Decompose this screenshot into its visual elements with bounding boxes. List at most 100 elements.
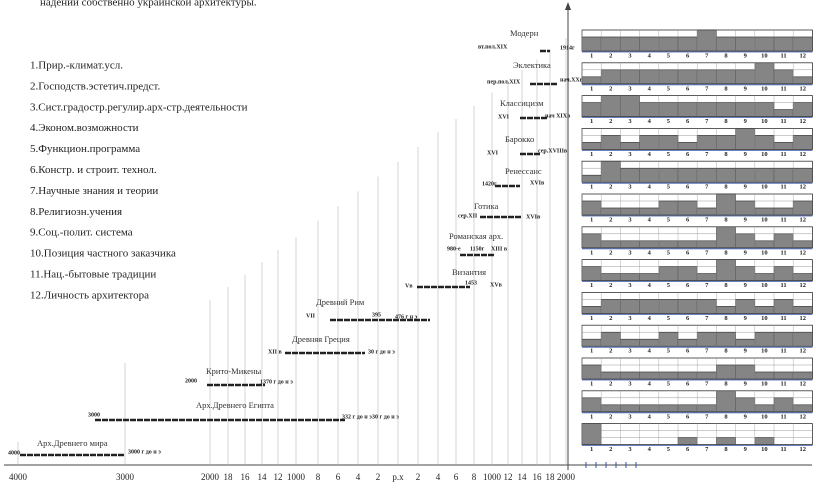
period-date: 3000 <box>88 412 100 418</box>
column-number: 4 <box>648 249 652 256</box>
column-number: 4 <box>648 315 652 322</box>
column-number: 5 <box>667 380 671 387</box>
axis-tick-label: 1000 <box>287 472 306 482</box>
profile-level <box>600 160 621 183</box>
profile-level <box>581 266 602 281</box>
profile-level <box>620 371 640 380</box>
profile-level <box>600 95 621 117</box>
column-number: 1 <box>590 52 593 59</box>
column-number: 12 <box>800 184 807 191</box>
axis-tick-label: 8 <box>316 472 321 482</box>
profile-level <box>735 266 756 281</box>
column-number: 7 <box>705 216 709 223</box>
header-text: надении собственно украинской архитектур… <box>40 0 257 9</box>
column-number: 6 <box>686 216 690 223</box>
profile-level <box>792 306 813 314</box>
period-name: Арх.Древнего Египта <box>196 400 274 410</box>
profile-level <box>792 200 813 216</box>
profile-level <box>792 36 813 52</box>
axis-tick-label: 2000 <box>201 472 220 482</box>
profile-level <box>600 240 621 249</box>
profile-level <box>735 397 756 413</box>
profile-level <box>600 135 621 150</box>
axis-tick-label: 2 <box>416 472 421 482</box>
profile-level <box>658 135 679 150</box>
profile-level <box>735 364 756 380</box>
profile-level <box>773 109 794 117</box>
column-number: 6 <box>686 85 690 92</box>
profile-level <box>735 69 756 85</box>
axis-tick-label: 12 <box>504 472 513 482</box>
column-number: 5 <box>667 52 671 59</box>
period-date: 1453 <box>465 280 477 286</box>
factor-item: 4.Эконом.возможности <box>30 122 139 134</box>
factor-item: 3.Сист.градостр.регулир.арх-стр.деятельн… <box>30 101 248 113</box>
profile-level <box>773 371 794 380</box>
profile-level <box>792 102 813 117</box>
profile-level <box>754 240 775 249</box>
column-number: 3 <box>628 52 632 59</box>
column-number: 11 <box>781 85 787 92</box>
column-number: 10 <box>761 413 768 420</box>
profile-level <box>773 299 794 314</box>
column-number: 4 <box>648 216 652 223</box>
column-number: 4 <box>648 52 652 59</box>
column-number: 11 <box>781 413 787 420</box>
profile-level <box>639 135 660 150</box>
column-number: 5 <box>667 249 671 256</box>
column-number: 10 <box>761 118 768 125</box>
axis-tick-label: 6 <box>336 472 341 482</box>
profile-level <box>792 135 813 150</box>
profile-level <box>716 364 736 380</box>
profile-level <box>620 36 640 52</box>
profile-level <box>792 167 813 183</box>
column-number: 2 <box>609 151 612 158</box>
profile-level <box>677 240 698 249</box>
column-number: 11 <box>781 446 787 453</box>
column-number: 4 <box>648 118 652 125</box>
profile-level <box>639 167 660 183</box>
profile-level <box>735 36 756 52</box>
period-name: Классицизм <box>500 98 544 108</box>
column-number: 2 <box>609 380 612 387</box>
profile-level <box>754 273 775 281</box>
profile-level <box>754 167 775 183</box>
column-number: 12 <box>800 446 807 453</box>
column-number: 1 <box>590 380 593 387</box>
profile-level <box>658 371 679 380</box>
profile-level <box>696 299 717 314</box>
column-number: 11 <box>781 184 787 191</box>
column-number: 12 <box>800 52 807 59</box>
profile-level <box>716 36 736 52</box>
column-number: 8 <box>724 249 728 256</box>
axis-tick-label: 2 <box>376 472 381 482</box>
axis-tick-label: 18 <box>224 472 234 482</box>
period-date: XIII в <box>491 246 508 252</box>
column-number: 5 <box>667 446 671 453</box>
profile-level <box>754 207 775 216</box>
profile-level <box>677 167 698 183</box>
profile-level <box>600 273 621 281</box>
period-date: XVв <box>490 282 503 288</box>
axis-tick-label: 2000 <box>557 472 576 482</box>
profile-level <box>620 142 640 150</box>
profile-level <box>600 299 621 314</box>
column-number: 3 <box>628 446 632 453</box>
column-number: 4 <box>648 446 652 453</box>
profile-level <box>620 240 640 249</box>
column-number: 9 <box>744 282 748 289</box>
column-number: 12 <box>800 413 807 420</box>
column-number: 10 <box>761 216 768 223</box>
column-number: 5 <box>667 348 671 355</box>
profile-level <box>716 390 736 413</box>
profile-level <box>716 259 736 281</box>
period-date: XVI <box>498 114 510 120</box>
profile-level <box>716 226 736 249</box>
profile-level <box>658 69 679 85</box>
profile-level <box>696 207 717 216</box>
column-number: 6 <box>686 282 690 289</box>
column-number: 10 <box>761 85 768 92</box>
column-number: 11 <box>781 52 787 59</box>
factor-item: 5.Функцион.программа <box>30 143 140 155</box>
profile-level <box>581 423 602 445</box>
